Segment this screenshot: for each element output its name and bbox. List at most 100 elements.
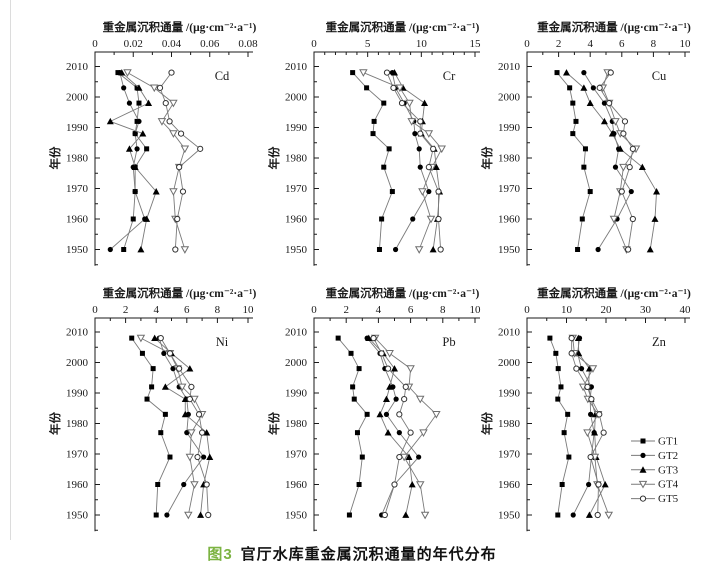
triangle-up-marker — [131, 163, 139, 171]
square-marker — [370, 131, 376, 137]
x-tick-label: 10 — [416, 38, 428, 50]
y-tick-label: 2010 — [498, 327, 521, 339]
square-marker — [354, 430, 360, 436]
y-tick-label: 1990 — [285, 122, 308, 134]
circle-marker-open — [378, 350, 385, 357]
circle-marker — [417, 164, 423, 170]
series-GT1 — [115, 70, 150, 252]
circle-marker — [136, 118, 142, 124]
square-marker — [364, 85, 370, 91]
triangle-down-marker-open — [399, 453, 409, 462]
x-tick-label: 10 — [680, 38, 692, 50]
y-tick-label: 2000 — [66, 92, 89, 104]
square-marker — [573, 118, 579, 124]
circle-marker — [628, 188, 634, 195]
series-GT1 — [547, 335, 572, 518]
triangle-up-marker — [585, 511, 593, 518]
square-marker — [587, 189, 593, 195]
metal-label: Cd — [215, 69, 230, 83]
subplot-ni: 0 2 4 6 8 10 2010 2000 1990 1980 1970 1960 1950 重金属沉积… — [48, 286, 257, 532]
triangle-up-marker — [181, 395, 189, 402]
triangle-down-marker-open — [406, 365, 415, 373]
triangle-down-marker-open — [638, 480, 648, 489]
x-axis-title: 重金属沉积通量 /(μg·cm⁻²·a⁻¹) — [103, 20, 257, 34]
circle-marker-open — [197, 145, 204, 152]
triangle-down-marker-open — [187, 429, 196, 437]
y-tick-label: 1990 — [66, 388, 89, 400]
y-tick-label: 1960 — [66, 214, 89, 226]
series-GT2 — [581, 70, 634, 253]
y-tick-label: 1980 — [285, 153, 308, 165]
circle-marker-open — [607, 69, 614, 76]
x-axis-title: 重金属沉积通量 /(μg·cm⁻²·a⁻¹) — [326, 286, 480, 300]
triangle-down-marker-open — [395, 84, 405, 93]
square-marker — [144, 396, 150, 402]
circle-marker-open — [199, 429, 206, 436]
square-marker — [359, 454, 365, 460]
square-marker — [559, 482, 565, 487]
x-tick-label: 0 — [92, 38, 98, 50]
series-GT4 — [359, 69, 446, 254]
square-marker — [356, 366, 362, 372]
square-marker — [379, 216, 385, 222]
series-GT3 — [365, 334, 416, 518]
circle-marker — [412, 131, 418, 137]
triangle-up-marker — [137, 246, 145, 253]
legend-label: GT2 — [658, 450, 678, 462]
y-tick-label: 2010 — [66, 327, 89, 339]
square-marker — [153, 512, 159, 518]
circle-marker — [416, 454, 422, 460]
triangle-up-marker — [653, 188, 661, 195]
metal-label: Cr — [443, 69, 456, 83]
circle-marker-open — [407, 429, 414, 436]
y-axis-title: 年份 — [267, 412, 281, 435]
circle-marker — [578, 366, 585, 372]
y-tick-label: 1980 — [66, 153, 89, 165]
circle-marker-open — [186, 396, 193, 403]
square-marker — [371, 118, 377, 124]
square-marker — [389, 189, 395, 195]
triangle-down-marker-open — [604, 511, 614, 520]
circle-marker-open — [435, 188, 442, 195]
triangle-down-marker-open — [414, 246, 424, 254]
subplot-cu: 0 2 4 6 8 10 2010 2000 1990 1980 1970 1960 1950 重金属沉积… — [480, 20, 691, 266]
triangle-down-marker-open — [619, 163, 628, 172]
square-marker — [351, 396, 357, 402]
triangle-down-marker-open — [437, 145, 446, 154]
series-GT4 — [136, 334, 207, 520]
x-tick-label: 2 — [556, 38, 562, 50]
subplot-zn: 0 10 20 30 40 2010 2000 1990 1980 1970 1960 1950 重金属… — [480, 286, 691, 532]
caption-text: 官厅水库重金属沉积通量的年代分布 — [240, 546, 497, 563]
triangle-down-marker-open — [123, 69, 132, 77]
square-marker — [555, 512, 561, 518]
triangle-down-marker-open — [583, 429, 592, 437]
axes — [313, 317, 480, 532]
x-axis-title: 重金属沉积通量 /(μg·cm⁻²·a⁻¹) — [103, 286, 257, 300]
circle-marker-open — [177, 130, 185, 137]
y-tick-label: 1980 — [498, 153, 521, 165]
circle-marker-open — [417, 118, 424, 125]
y-tick-label: 1950 — [66, 244, 89, 256]
x-tick-label: 6 — [184, 304, 190, 316]
square-marker — [356, 482, 362, 487]
x-tick-label: 10 — [243, 304, 255, 316]
square-marker — [158, 430, 164, 436]
x-tick-label: 10 — [561, 304, 573, 316]
triangle-down-marker-open — [419, 429, 428, 437]
triangle-down-marker-open — [185, 453, 195, 462]
circle-marker-open — [417, 130, 424, 137]
square-marker — [350, 384, 356, 390]
square-marker — [554, 70, 560, 76]
circle-marker-open — [383, 69, 391, 76]
x-tick-label: 4 — [587, 38, 593, 50]
circle-marker — [170, 366, 176, 372]
circle-marker-open — [595, 481, 602, 488]
square-marker — [348, 350, 354, 356]
triangle-up-marker — [391, 69, 398, 76]
axes — [94, 51, 253, 266]
square-marker — [167, 454, 173, 460]
circle-marker-open — [157, 335, 164, 342]
circle-marker-open — [168, 69, 175, 76]
circle-marker-open — [600, 429, 607, 436]
square-marker — [381, 164, 387, 170]
